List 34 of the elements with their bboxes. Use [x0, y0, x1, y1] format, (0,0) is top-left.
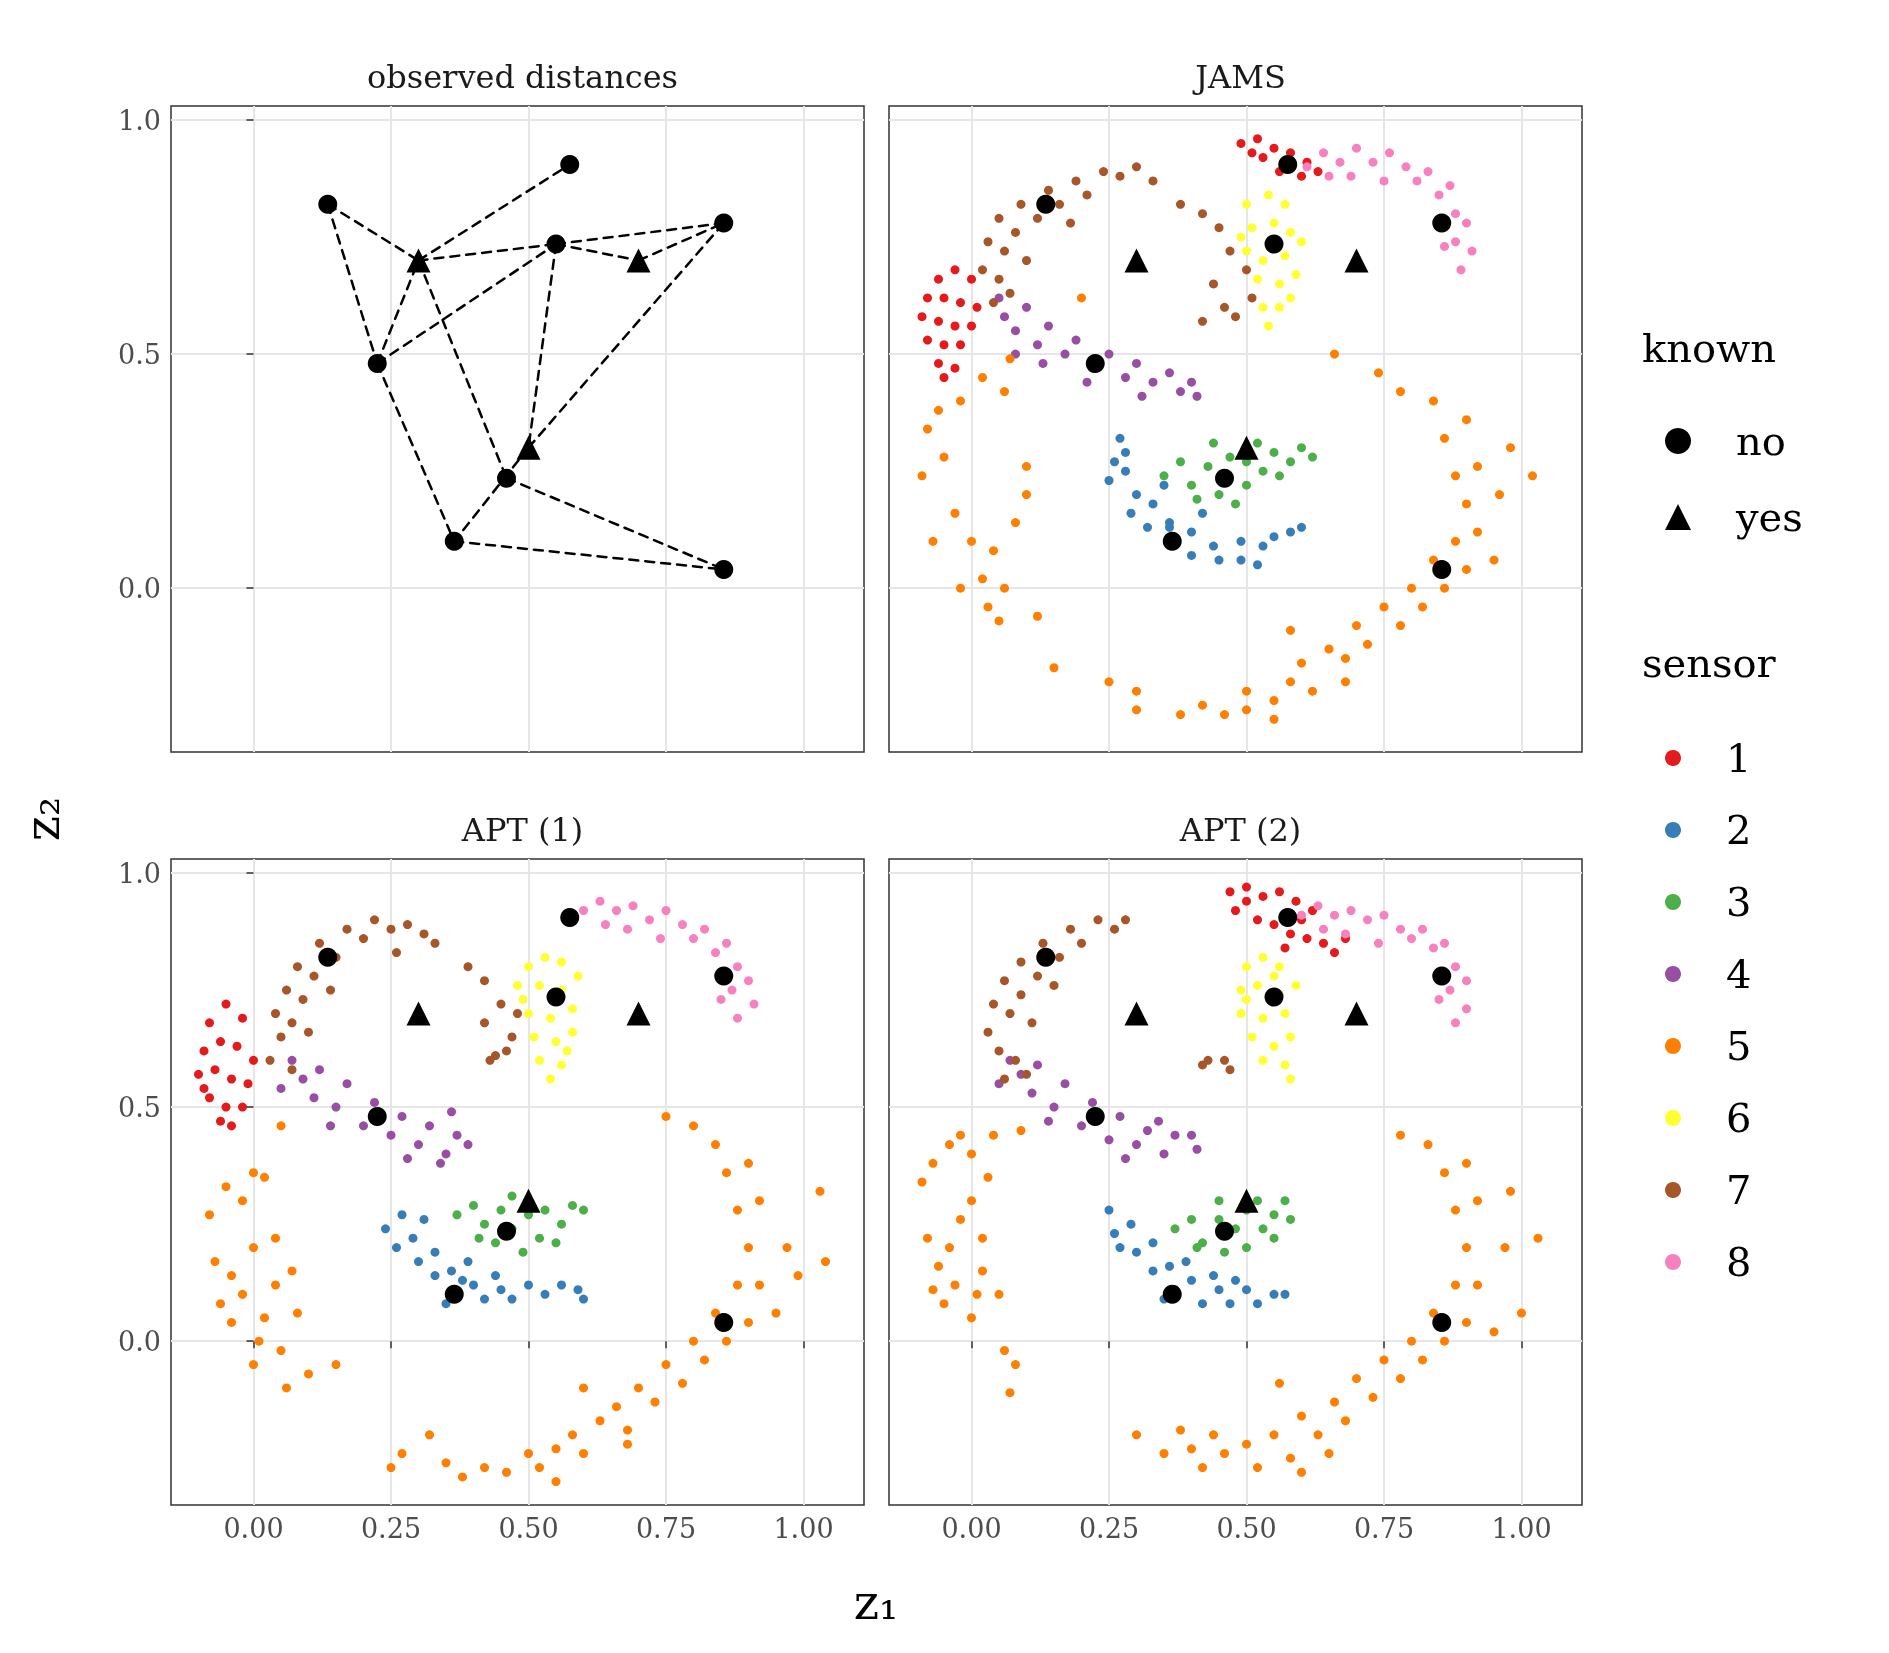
legend-label: 3 [1726, 879, 1752, 925]
chart-title: APT (1) [460, 811, 584, 849]
x-tick-label: 0.50 [498, 1513, 559, 1544]
legend-label: 2 [1726, 807, 1752, 853]
legend-title: known [1642, 325, 1777, 371]
x-tick-label: 1.00 [1491, 1513, 1552, 1544]
legend-label: 7 [1726, 1167, 1752, 1213]
x-tick-label: 0.00 [941, 1513, 1002, 1544]
legend-label: 1 [1726, 735, 1752, 781]
chart-title: JAMS [1192, 58, 1286, 96]
legend-label: 6 [1726, 1095, 1752, 1141]
legend-label: 4 [1726, 951, 1752, 997]
y-tick-label: 0.0 [118, 1325, 161, 1357]
legend-title: sensor [1642, 640, 1777, 686]
x-tick-label: 0.00 [223, 1513, 284, 1544]
legend-label: 5 [1726, 1023, 1752, 1069]
y-tick-label: 0.5 [118, 1091, 161, 1123]
y-tick-label: 1.0 [118, 857, 161, 889]
x-tick-label: 0.25 [360, 1513, 422, 1544]
x-tick-label: 0.75 [1353, 1513, 1415, 1544]
x-axis-title: z₁ [853, 1574, 899, 1630]
legend-label: yes [1735, 494, 1803, 540]
legend-label: 8 [1726, 1239, 1752, 1285]
x-tick-label: 0.50 [1216, 1513, 1277, 1544]
y-tick-label: 0.5 [118, 338, 161, 370]
y-tick-label: 1.0 [118, 104, 161, 136]
x-tick-label: 1.00 [773, 1513, 834, 1544]
chart-title: APT (2) [1178, 811, 1302, 849]
x-tick-label: 0.25 [1078, 1513, 1140, 1544]
y-axis-title: z₂ [14, 796, 70, 842]
y-tick-label: 0.0 [118, 572, 161, 604]
x-tick-label: 0.75 [635, 1513, 697, 1544]
legend-label: no [1736, 418, 1786, 464]
chart-title: observed distances [366, 58, 679, 96]
